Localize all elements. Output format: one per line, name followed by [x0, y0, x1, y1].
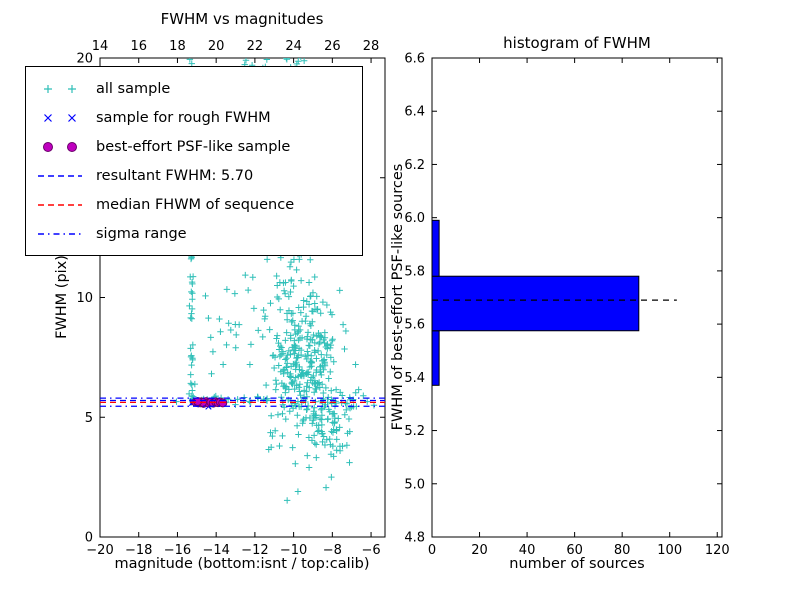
scatter-x-tick-label: −6	[361, 543, 380, 558]
scatter-top-tick-label: 16	[130, 39, 147, 54]
scatter-y-tick-label: 0	[85, 531, 93, 546]
hist-bar	[431, 275, 640, 332]
scatter-y-tick-label: 20	[76, 52, 93, 67]
legend-item: all sample	[35, 74, 353, 103]
hist-y-tick-label: 5.0	[404, 477, 425, 492]
legend-label: all sample	[96, 80, 171, 97]
hist-x-tick-label: 100	[657, 543, 682, 558]
histogram-xlabel: number of sources	[509, 556, 645, 572]
legend-marker-circle-icon	[43, 141, 77, 152]
hist-x-tick-label: 40	[519, 543, 536, 558]
scatter-x-tick-label: −10	[280, 543, 307, 558]
hist-x-tick-label: 20	[471, 543, 488, 558]
scatter-x-tick-label: −16	[164, 543, 191, 558]
scatter-title: FWHM vs magnitudes	[160, 10, 324, 28]
scatter-top-tick-label: 22	[247, 39, 264, 54]
hist-bar	[431, 330, 440, 386]
legend-marker-dashed-icon	[38, 174, 82, 177]
hist-y-tick-label: 5.2	[404, 424, 425, 439]
legend-label: best-effort PSF-like sample	[96, 138, 291, 155]
legend-marker-x-icon	[44, 113, 76, 122]
scatter-x-tick-label: −18	[125, 543, 152, 558]
legend-item: resultant FWHM: 5.70	[35, 161, 353, 190]
hist-x-tick-label: 0	[428, 543, 436, 558]
scatter-top-tick-label: 24	[285, 39, 302, 54]
scatter-y-tick-label: 5	[85, 411, 93, 426]
hist-x-tick-label: 60	[566, 543, 583, 558]
legend-item: median FHWM of sequence	[35, 190, 353, 219]
legend-item: sigma range	[35, 219, 353, 248]
scatter-top-tick-label: 28	[363, 39, 380, 54]
legend-label: sigma range	[96, 225, 187, 242]
hist-y-tick-label: 5.4	[404, 371, 425, 386]
scatter-x-tick-label: −12	[241, 543, 268, 558]
histogram-title: histogram of FWHM	[503, 34, 651, 52]
scatter-top-tick-label: 26	[324, 39, 341, 54]
scatter-x-tick-label: −8	[323, 543, 342, 558]
legend-marker-plus-icon	[44, 84, 76, 93]
histogram-ylabel: FWHM of best-effort PSF-like sources	[390, 163, 406, 431]
hist-y-tick-label: 5.8	[404, 264, 425, 279]
hist-y-tick-label: 6.2	[404, 158, 425, 173]
scatter-top-tick-label: 18	[169, 39, 186, 54]
hist-x-tick-label: 120	[705, 543, 730, 558]
legend-label: sample for rough FWHM	[96, 109, 271, 126]
hist-y-tick-label: 4.8	[404, 531, 425, 546]
scatter-top-tick-label: 20	[208, 39, 225, 54]
scatter-ylabel: FWHM (pix)	[54, 255, 70, 339]
legend-item: best-effort PSF-like sample	[35, 132, 353, 161]
legend-label: median FHWM of sequence	[96, 196, 295, 213]
legend-marker-dashdot-icon	[38, 232, 82, 235]
legend: all sample sample for rough FWHM best-effo…	[25, 66, 363, 256]
hist-bar	[431, 219, 440, 277]
hist-y-tick-label: 6.0	[404, 211, 425, 226]
hist-y-tick-label: 6.4	[404, 105, 425, 120]
hist-y-tick-label: 6.6	[404, 52, 425, 67]
scatter-x-tick-label: −20	[86, 543, 113, 558]
legend-item: sample for rough FWHM	[35, 103, 353, 132]
scatter-top-tick-label: 14	[92, 39, 109, 54]
scatter-y-tick-label: 10	[76, 291, 93, 306]
scatter-x-tick-label: −14	[202, 543, 229, 558]
legend-label: resultant FWHM: 5.70	[96, 167, 254, 184]
hist-x-tick-label: 80	[614, 543, 631, 558]
scatter-xlabel: magnitude (bottom:isnt / top:calib)	[114, 556, 370, 572]
hist-y-tick-label: 5.6	[404, 318, 425, 333]
legend-marker-dashed-icon	[38, 203, 82, 206]
